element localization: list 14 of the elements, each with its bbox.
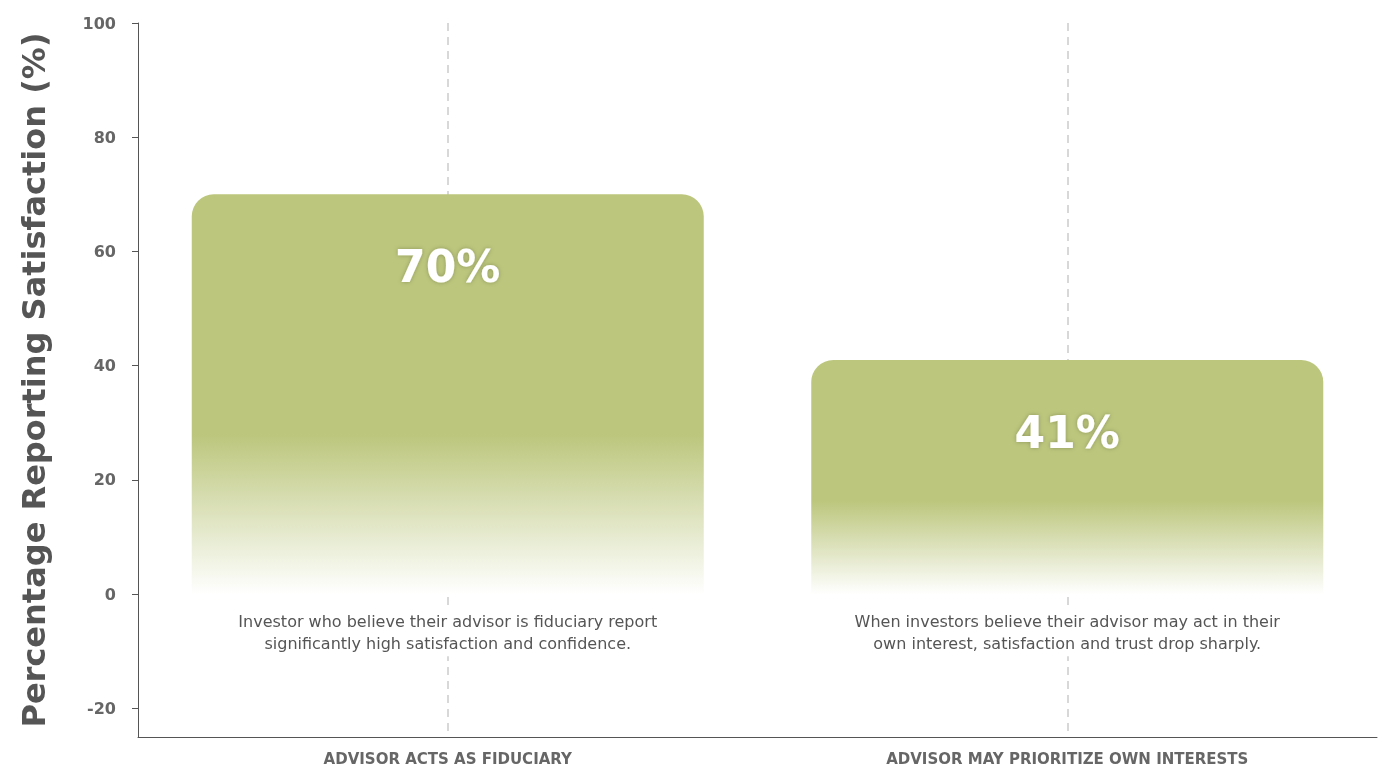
y-tick-label: 100 — [82, 13, 116, 33]
y-tick-label: 80 — [93, 127, 116, 147]
y-tick-label: 60 — [93, 241, 116, 261]
annotation: When investors believe their advisor may act in their own interest, satisfaction and trust drop sharply. — [854, 611, 1281, 653]
y-axis-title: Percentage Reporting Satisfaction (%) — [15, 32, 53, 728]
annotation: Investor who believe their advisor is fiduciary report significantly high satisfaction and confidence. — [238, 611, 658, 653]
y-tick-label: 40 — [93, 356, 116, 376]
data-label: 70% — [395, 240, 501, 292]
x-tick-label: ADVISOR ACTS AS FIDUCIARY — [323, 749, 574, 767]
y-tick-label: -20 — [87, 698, 116, 718]
data-label: 41% — [1014, 406, 1120, 458]
x-tick-label: ADVISOR MAY PRIORITIZE OWN INTERESTS — [886, 749, 1249, 767]
y-tick-label: 20 — [93, 470, 116, 490]
y-tick-label: 0 — [104, 584, 116, 604]
